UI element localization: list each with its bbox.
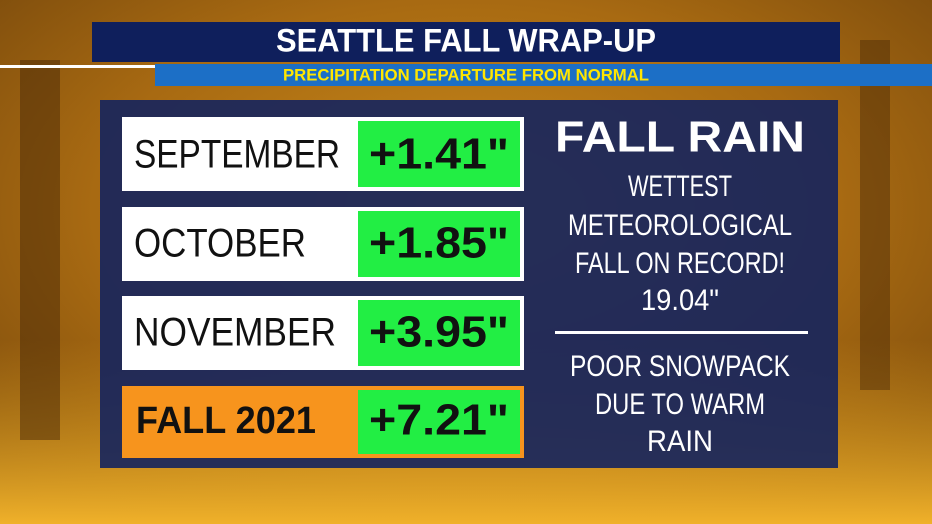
panel-heading: FALL RAIN <box>555 113 805 162</box>
row: OCTOBER +1.85" <box>122 207 524 281</box>
row-value: +1.85" <box>369 219 509 268</box>
value-box <box>358 300 520 366</box>
divider <box>555 331 808 334</box>
background-trunk <box>20 60 60 440</box>
accent-line <box>0 65 155 68</box>
panel-line: METEOROLOGICAL <box>568 209 792 242</box>
subtitle: PRECIPITATION DEPARTURE FROM NORMAL <box>283 65 649 84</box>
background-trunk <box>860 40 890 390</box>
panel-note: POOR SNOWPACK <box>570 350 790 383</box>
panel-line: WETTEST <box>628 170 732 203</box>
row: SEPTEMBER +1.41" <box>122 117 524 191</box>
value-box <box>358 121 520 187</box>
panel-line: 19.04" <box>641 284 719 317</box>
row-total: FALL 2021 +7.21" <box>122 386 524 458</box>
panel-note: DUE TO WARM <box>595 388 765 421</box>
row-label: NOVEMBER <box>134 311 336 355</box>
row-value: +1.41" <box>369 130 509 179</box>
title-bar <box>92 22 840 62</box>
value-box <box>358 211 520 277</box>
row-label: SEPTEMBER <box>134 133 340 177</box>
row-label: FALL 2021 <box>136 400 316 442</box>
row: NOVEMBER +3.95" <box>122 296 524 370</box>
row-value: +3.95" <box>369 308 509 357</box>
panel-line: FALL ON RECORD! <box>575 247 785 280</box>
title: SEATTLE FALL WRAP-UP <box>276 22 656 58</box>
row-value: +7.21" <box>369 396 509 445</box>
value-box <box>358 390 520 454</box>
row-label: OCTOBER <box>134 222 306 266</box>
subtitle-bar <box>155 64 932 86</box>
panel-note: RAIN <box>647 425 713 458</box>
